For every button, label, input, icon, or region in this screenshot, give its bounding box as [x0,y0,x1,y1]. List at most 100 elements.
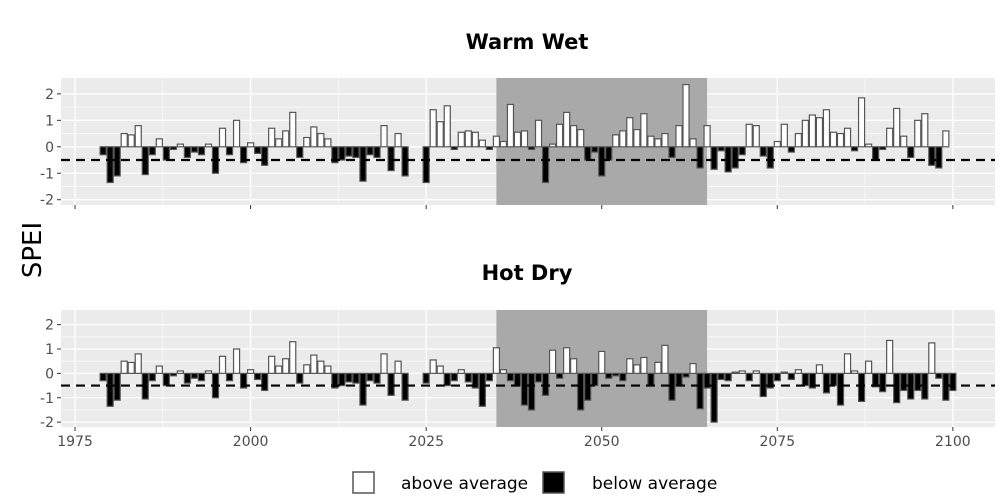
bar-below-average [928,146,936,166]
bar-below-average [717,146,725,152]
bar-below-average [373,146,381,158]
bar-below-average [478,372,486,407]
bar-below-average [745,372,753,382]
bar-above-average [310,126,318,148]
bar-below-average [471,372,479,389]
bar-below-average [254,372,262,381]
bar-above-average [289,111,297,148]
y-tick-label: 1 [45,342,54,358]
bar-below-average [485,372,493,382]
bar-above-average [548,349,557,374]
bar-above-average [780,371,788,374]
bar-below-average [443,372,451,387]
bar-below-average [190,372,199,379]
bar-above-average [675,125,683,148]
bar-above-average [689,363,697,374]
bar-below-average [387,372,395,396]
bar-above-average [380,353,388,374]
bar-below-average [598,146,606,177]
bar-above-average [914,119,922,148]
bar-below-average [239,146,248,164]
bar-above-average [506,103,515,148]
bar-below-average [148,146,156,156]
bar-above-average [134,125,142,148]
bar-above-average [738,370,746,374]
bar-below-average [352,146,360,158]
bar-below-average [731,146,739,169]
bar-above-average [633,128,641,148]
bar-below-average [99,372,107,382]
bar-above-average [900,135,908,148]
bar-above-average [499,140,508,148]
bar-below-average [338,372,346,387]
bar-above-average [275,138,283,148]
bar-below-average [710,372,718,423]
bar-below-average [893,372,901,404]
bar-above-average [127,134,135,148]
bar-below-average [668,146,676,158]
bar-below-average [914,372,922,392]
bar-below-average [724,372,732,382]
bar-below-average [836,372,845,406]
bar-above-average [661,344,669,374]
bar-above-average [289,341,297,374]
panel-warm-wet: Warm Wet -2 -1 0 1 2 [40,30,995,209]
bar-below-average [787,372,795,381]
bar-below-average [162,372,170,387]
bar-below-average [759,372,767,398]
bar-below-average [450,372,458,382]
bar-below-average [513,372,522,387]
bar-above-average [471,131,479,148]
bar-above-average [317,132,325,148]
bar-below-average [296,146,304,158]
bar-below-average [106,372,114,407]
bar-above-average [176,143,185,148]
bar-below-average [387,146,395,172]
bar-above-average [654,138,662,148]
bar-below-average [422,146,430,184]
bar-below-average [591,146,599,153]
bar-above-average [275,365,283,374]
bar-below-average [619,372,627,382]
bar-below-average [801,372,810,387]
y-tick-label: -1 [40,391,54,407]
bar-above-average [555,123,564,148]
bar-above-average [457,369,465,374]
bar-below-average [605,146,613,161]
plot-area [61,78,995,205]
bar-below-average [541,372,550,396]
bar-below-average [197,146,206,156]
bar-below-average [422,372,430,384]
x-tick-label: 1975 [57,434,93,450]
bar-below-average [183,146,192,158]
bar-above-average [843,127,852,148]
bar-above-average [394,132,402,148]
bar-above-average [310,354,318,374]
bar-below-average [605,372,613,379]
bar-below-average [900,372,908,392]
bar-above-average [436,121,444,148]
bar-below-average [871,372,880,388]
y-tick-label: -1 [40,166,54,182]
bar-below-average [766,372,774,389]
bar-below-average [949,372,957,392]
bar-below-average [527,372,536,411]
bar-above-average [619,130,627,148]
bar-below-average [169,146,177,151]
bar-below-average [464,372,472,383]
bar-below-average [338,146,346,161]
bar-above-average [204,143,213,148]
bar-below-average [534,372,543,383]
bar-above-average [886,339,894,374]
bar-below-average [366,372,374,382]
bar-below-average [703,372,711,389]
bar-below-average [759,146,767,157]
bar-below-average [366,146,374,156]
bar-below-average [584,372,592,401]
x-tick-label: 2075 [759,434,795,450]
bar-above-average [794,132,802,148]
bar-above-average [850,370,859,374]
legend: above average below average [352,471,717,494]
bar-above-average [429,359,437,374]
plot-area [61,310,995,427]
